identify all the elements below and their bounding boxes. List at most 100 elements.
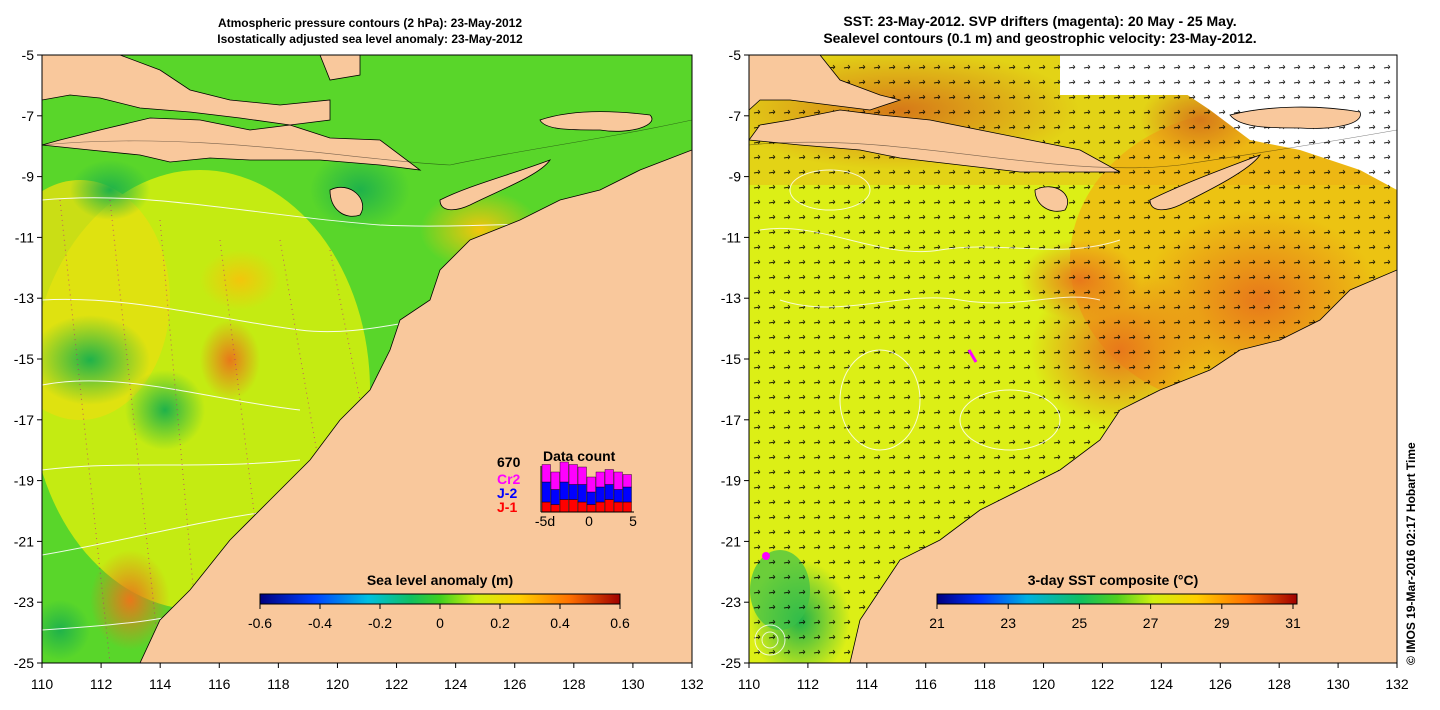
right-title-line2: Sealevel contours (0.1 m) and geostrophi… xyxy=(823,30,1257,46)
y-tick-label: -7 xyxy=(22,108,35,124)
left-map xyxy=(42,55,692,663)
bar-j1 xyxy=(568,499,578,513)
bar-j1 xyxy=(577,501,587,513)
sst-colorbar xyxy=(936,593,1298,605)
y-tick-label: -23 xyxy=(14,594,34,610)
x-tick-label: 124 xyxy=(444,676,468,692)
x-tick-label: 120 xyxy=(326,676,350,692)
y-tick-label: -17 xyxy=(14,412,34,428)
bar-cr2 xyxy=(622,474,632,488)
colorbar-tick-label: -0.6 xyxy=(248,615,272,631)
bar-j1 xyxy=(622,501,632,513)
bar-j2 xyxy=(577,484,587,503)
left-axis-ticks: 110 112 114 116 118 120 122 124 126 128 130 132 -5 -7… xyxy=(14,47,704,692)
y-tick-label: -5 xyxy=(729,47,742,63)
x-tick-label: 122 xyxy=(1091,676,1115,692)
bar-j2 xyxy=(604,484,614,500)
x-tick-label: 110 xyxy=(738,676,761,692)
colorbar-tick-label: 0.2 xyxy=(490,615,510,631)
bar-j2 xyxy=(559,481,569,500)
x-tick-label: 130 xyxy=(1326,676,1350,692)
y-tick-label: -15 xyxy=(721,351,741,367)
x-tick-label: 130 xyxy=(621,676,645,692)
x-tick-label: 126 xyxy=(503,676,527,692)
colorbar-tick-label: 21 xyxy=(929,615,945,631)
x-tick-label: 128 xyxy=(562,676,586,692)
bar-j1 xyxy=(541,501,551,513)
bar-j2 xyxy=(550,489,560,505)
data-count-x-ticks: -5d 0 5 xyxy=(535,513,637,529)
bar-j2 xyxy=(595,486,605,503)
colorbar-tick-label: 0 xyxy=(436,615,444,631)
x-tick-label: 112 xyxy=(797,676,820,692)
y-tick-label: -23 xyxy=(721,594,741,610)
data-count-title: Data count xyxy=(543,448,616,464)
sla-colorbar-ticks: -0.6 -0.4 -0.2 0 0.2 0.4 0.6 xyxy=(248,604,630,631)
land-masses-right xyxy=(749,55,1397,663)
x-tick-label: 110 xyxy=(31,676,54,692)
legend-label-j-1: J-1 xyxy=(497,499,517,515)
colorbar-tick-label: 25 xyxy=(1072,615,1088,631)
x-tick-label: 116 xyxy=(208,676,231,692)
y-tick-label: -19 xyxy=(721,473,741,489)
y-tick-label: -19 xyxy=(14,473,34,489)
bar-j2 xyxy=(622,486,632,503)
sla-colorbar xyxy=(259,593,621,605)
legend-label-cr2: Cr2 xyxy=(497,471,521,487)
bar-j2 xyxy=(586,491,596,505)
bar-j1 xyxy=(559,499,569,513)
y-tick-label: -17 xyxy=(721,412,741,428)
x-tick-label: 122 xyxy=(385,676,409,692)
x-tick-label: 114 xyxy=(149,676,172,692)
right-title-line1: SST: 23-May-2012. SVP drifters (magenta)… xyxy=(843,13,1237,29)
y-tick-label: -11 xyxy=(15,229,34,245)
y-tick-label: -21 xyxy=(721,533,741,549)
bar-cr2 xyxy=(586,476,596,493)
y-tick-label: -13 xyxy=(14,290,34,306)
y-tick-label: -9 xyxy=(729,169,742,185)
x-tick-label: 120 xyxy=(1032,676,1056,692)
bar-cr2 xyxy=(541,464,551,483)
y-tick-label: -7 xyxy=(729,108,742,124)
bar-j1 xyxy=(586,504,596,513)
sst-colorbar-ticks: 21 23 25 27 29 31 xyxy=(929,604,1301,631)
sst-colorbar-title: 3-day SST composite (°C) xyxy=(1028,572,1199,588)
y-tick-label: -9 xyxy=(22,169,35,185)
colorbar-tick-label: 23 xyxy=(1000,615,1016,631)
inset-x-tick: 0 xyxy=(585,513,593,529)
colorbar-tick-label: -0.4 xyxy=(308,615,332,631)
data-count-total: 670 xyxy=(497,454,521,470)
bar-cr2 xyxy=(577,466,587,485)
bar-cr2 xyxy=(613,471,623,490)
bar-cr2 xyxy=(595,471,605,488)
bar-j1 xyxy=(604,499,614,513)
right-map-title: SST: 23-May-2012. SVP drifters (magenta)… xyxy=(760,13,1320,47)
colorbar-tick-label: -0.2 xyxy=(368,615,392,631)
bar-j2 xyxy=(541,481,551,503)
x-tick-label: 118 xyxy=(973,676,996,692)
left-title-line2: Isostatically adjusted sea level anomaly… xyxy=(217,32,523,46)
x-tick-label: 116 xyxy=(915,676,938,692)
left-title-line1: Atmospheric pressure contours (2 hPa): 2… xyxy=(217,16,523,30)
y-tick-label: -5 xyxy=(22,47,35,63)
right-axis-ticks: 110 112 114 116 118 120 122 124 126 128 130 132 -5 -7… xyxy=(721,47,1409,692)
y-tick-label: -25 xyxy=(14,655,34,671)
bar-j2 xyxy=(568,484,578,500)
x-tick-label: 132 xyxy=(1385,676,1409,692)
x-tick-label: 124 xyxy=(1150,676,1174,692)
data-count-bars xyxy=(541,461,632,513)
y-tick-label: -15 xyxy=(14,351,34,367)
x-tick-label: 112 xyxy=(90,676,113,692)
left-map-title: Atmospheric pressure contours (2 hPa): 2… xyxy=(160,15,580,47)
colorbar-tick-label: 27 xyxy=(1143,615,1159,631)
colorbar-tick-label: 29 xyxy=(1214,615,1230,631)
sla-colorbar-title: Sea level anomaly (m) xyxy=(367,572,513,588)
svp-drifter-track xyxy=(967,349,978,363)
colorbar-tick-label: 31 xyxy=(1285,615,1301,631)
bar-cr2 xyxy=(550,471,560,490)
y-tick-label: -21 xyxy=(14,533,34,549)
bar-cr2 xyxy=(559,461,569,483)
x-tick-label: 132 xyxy=(680,676,704,692)
inset-x-tick: -5d xyxy=(535,513,555,529)
